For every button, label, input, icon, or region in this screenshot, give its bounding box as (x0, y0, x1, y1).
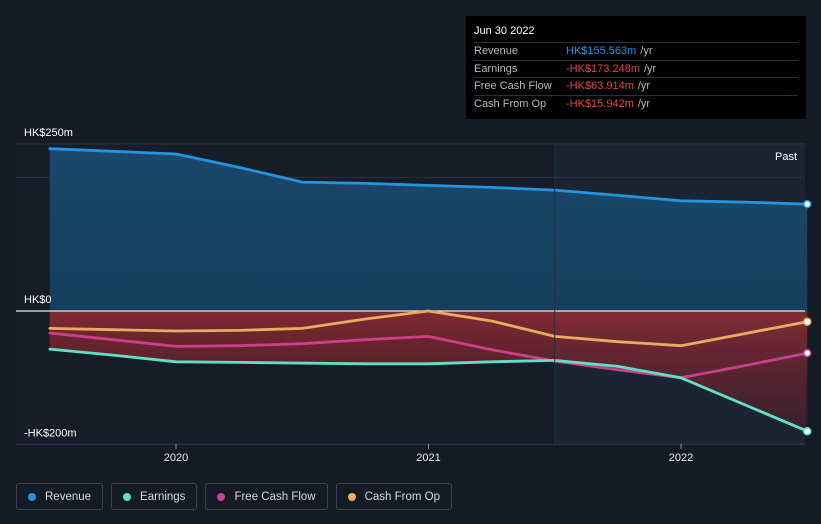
legend-item-revenue[interactable]: Revenue (16, 483, 104, 510)
legend-label: Earnings (140, 490, 186, 503)
past-label: Past (775, 151, 797, 163)
series-line-revenue (48, 147, 809, 206)
tooltip-row: Free Cash Flow -HK$63.914m/yr (474, 77, 798, 95)
tooltip-row-label: Earnings (474, 62, 518, 75)
tooltip-row-unit: /yr (640, 45, 653, 58)
legend-dot-icon (347, 492, 356, 501)
series-line-cash-from-op (48, 309, 809, 348)
series-endpoint (803, 199, 812, 209)
tooltip-row-label: Revenue (474, 45, 519, 58)
legend-label: Cash From Op (364, 490, 441, 503)
series-endpoint (803, 348, 812, 358)
legend: Revenue Earnings Free Cash Flow Cash From O… (16, 483, 453, 510)
legend-label: Revenue (45, 490, 92, 503)
legend-item-cash-from-op[interactable]: Cash From Op (335, 483, 453, 510)
tooltip-panel: Jun 30 2022 Revenue HK$155.563m/yr Earning… (466, 16, 806, 119)
tooltip-date: Jun 30 2022 (474, 25, 535, 37)
tooltip-row-unit: /yr (637, 97, 651, 110)
y-tick-label: HK$250m (24, 127, 73, 139)
tooltip-row-label: Free Cash Flow (474, 80, 552, 93)
legend-dot-icon (123, 492, 132, 501)
tooltip-row-label: Cash From Op (474, 97, 547, 110)
legend-dot-icon (28, 492, 36, 501)
tooltip-row-unit: /yr (644, 62, 657, 75)
series-line-earnings (48, 347, 809, 433)
x-tick-label: 2021 (416, 452, 440, 464)
tooltip-row-value: -HK$63.914m (566, 80, 634, 93)
y-tick-label: -HK$200m (24, 428, 77, 440)
tooltip-row: Revenue HK$155.563m/yr (474, 42, 798, 60)
y-tick-label: HK$0 (24, 294, 52, 306)
legend-dot-icon (217, 492, 226, 501)
legend-item-free-cash-flow[interactable]: Free Cash Flow (205, 483, 328, 510)
chart-canvas: HK$250m HK$0 -HK$200m 2020 2021 2022 Past (16, 127, 812, 464)
x-tick-label: 2022 (669, 452, 693, 464)
tooltip-row-value: HK$155.563m (566, 45, 637, 58)
series-endpoint (803, 426, 812, 436)
tooltip-row-value: -HK$173.248m (566, 62, 640, 75)
tooltip-row: Earnings -HK$173.248m/yr (474, 59, 798, 78)
tooltip-row-unit: /yr (637, 80, 651, 93)
x-tick-label: 2020 (164, 452, 188, 464)
tooltip-row-value: -HK$15.942m (566, 97, 634, 110)
series-endpoint (803, 317, 812, 326)
legend-item-earnings[interactable]: Earnings (111, 483, 198, 510)
revenue-area (49, 148, 808, 311)
legend-label: Free Cash Flow (234, 490, 316, 503)
tooltip-row: Cash From Op -HK$15.942m/yr (474, 94, 798, 113)
